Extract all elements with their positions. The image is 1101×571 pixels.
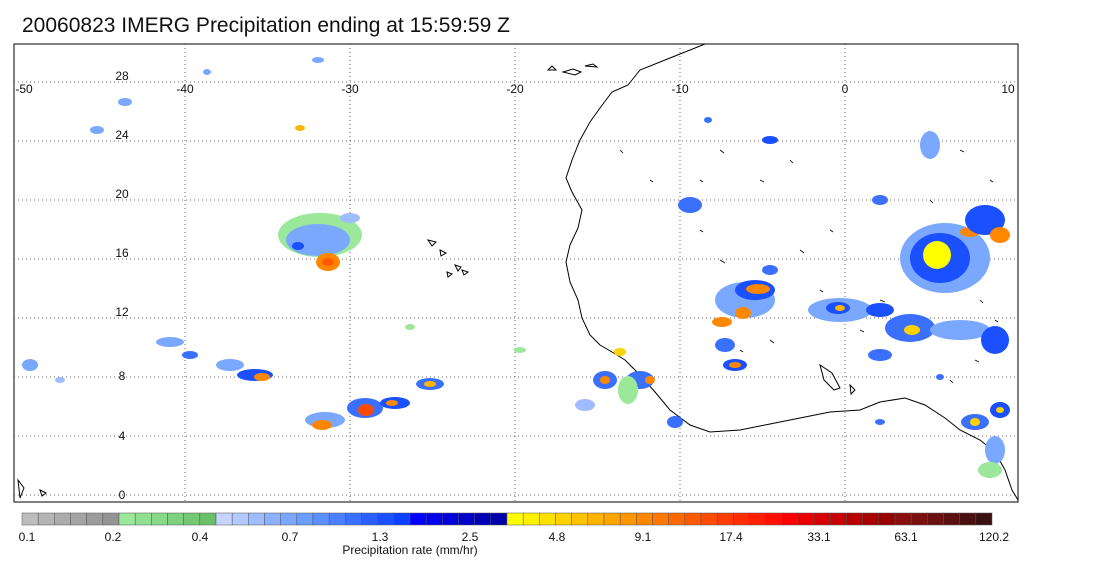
colorbar-swatch [878,512,896,526]
colorbar-swatch [183,512,201,526]
colorbar-swatch [102,512,120,526]
lon-tick: 10 [1001,82,1015,96]
colorbar-swatch [490,512,508,526]
lon-tick: -30 [341,82,359,96]
colorbar-swatch [636,512,653,526]
colorbar-swatch [118,512,136,526]
lat-tick: 8 [119,369,126,383]
colorbar-swatch [975,512,993,526]
colorbar-swatch [781,512,799,526]
colorbar-swatch [458,512,475,526]
colorbar-swatch [21,512,39,526]
colorbar-swatch [425,512,443,526]
lat-tick: 16 [115,246,129,260]
colorbar-swatch [797,512,815,526]
colorbar-swatch [199,512,217,526]
lat-tick: 24 [115,128,129,142]
colorbar-swatch [361,512,378,526]
lat-tick: 4 [119,429,126,443]
colorbar-swatch [264,512,281,526]
colorbar-swatch [927,512,944,526]
map-title: 20060823 IMERG Precipitation ending at 1… [22,14,510,37]
colorbar-swatch [716,512,734,526]
colorbar-swatch [539,512,556,526]
colorbar-swatch [312,512,330,526]
colorbar-tick: 0.2 [105,530,122,544]
colorbar-swatch [522,512,540,526]
colorbar-swatch [377,512,395,526]
coastline [565,43,1019,501]
colorbar-swatch [37,512,55,526]
colorbar-swatch [231,512,249,526]
colorbar-swatch [943,512,960,526]
colorbar-swatch [409,512,427,526]
colorbar-swatch [749,512,766,526]
colorbar-tick: 33.1 [807,530,831,544]
colorbar-swatch [603,512,621,526]
colorbar-swatch [280,512,298,526]
lon-tick: -50 [15,82,33,96]
colorbar-swatch [151,512,168,526]
colorbar-swatch [70,512,87,526]
colorbar-swatch [296,512,314,526]
colorbar-swatch [571,512,589,526]
colorbar-swatch [134,512,152,526]
colorbar-swatch [700,512,718,526]
colorbar-swatch [959,512,977,526]
lon-tick-labels: -50 -40 -30 -20 -10 0 10 [15,82,1015,96]
colorbar-swatch [442,512,459,526]
lat-tick: 20 [115,187,129,201]
lon-tick: -20 [506,82,524,96]
colorbar-tick: 1.3 [372,530,389,544]
colorbar-swatch [328,512,346,526]
colorbar-swatch [86,512,104,526]
colorbar-swatch [862,512,880,526]
colorbar-swatch [652,512,669,526]
colorbar-tick: 0.1 [19,530,36,544]
colorbar-swatch [813,512,831,526]
colorbar-tick: 4.8 [549,530,566,544]
map-frame [13,43,1019,503]
colorbar-tick: 9.1 [635,530,652,544]
colorbar-swatch [894,512,912,526]
lat-tick-labels: 28 24 20 16 12 8 4 0 [115,69,129,502]
colorbar-swatch [684,512,702,526]
colorbar-swatch [733,512,750,526]
colorbar-swatch [846,512,863,526]
lat-tick: 12 [115,305,129,319]
colorbar-tick: 0.7 [282,530,299,544]
lon-tick: -10 [671,82,689,96]
colorbar-swatch [555,512,572,526]
lon-tick: 0 [842,82,849,96]
colorbar-swatch [393,512,411,526]
colorbar-tick: 17.4 [719,530,743,544]
colorbar-swatch [474,512,492,526]
coastline-islands [17,63,856,499]
lon-tick: -40 [176,82,194,96]
precipitation-cells [22,57,1010,478]
colorbar-swatch [54,512,71,526]
colorbar-tick: 120.2 [979,530,1009,544]
colorbar-tick: 0.4 [192,530,209,544]
lat-tick: 0 [119,488,126,502]
colorbar-swatch [215,512,233,526]
lat-tick: 28 [115,69,129,83]
colorbar-swatch [765,512,783,526]
colorbar-swatch [587,512,605,526]
colorbar-tick: 63.1 [894,530,918,544]
colorbar-tick: 2.5 [462,530,479,544]
colorbar-swatch [830,512,847,526]
colorbar-swatch [248,512,265,526]
colorbar-swatch [619,512,637,526]
colorbar-swatch [668,512,686,526]
colorbar-tick-labels: 0.1 0.2 0.4 0.7 1.3 2.5 4.8 9.1 17.4 33.… [19,530,1010,544]
colorbar-label: Precipitation rate (mm/hr) [342,543,477,557]
colorbar-swatch [345,512,362,526]
colorbar-swatch [506,512,524,526]
colorbar-swatch [910,512,928,526]
colorbar [21,512,993,526]
colorbar-swatch [167,512,184,526]
